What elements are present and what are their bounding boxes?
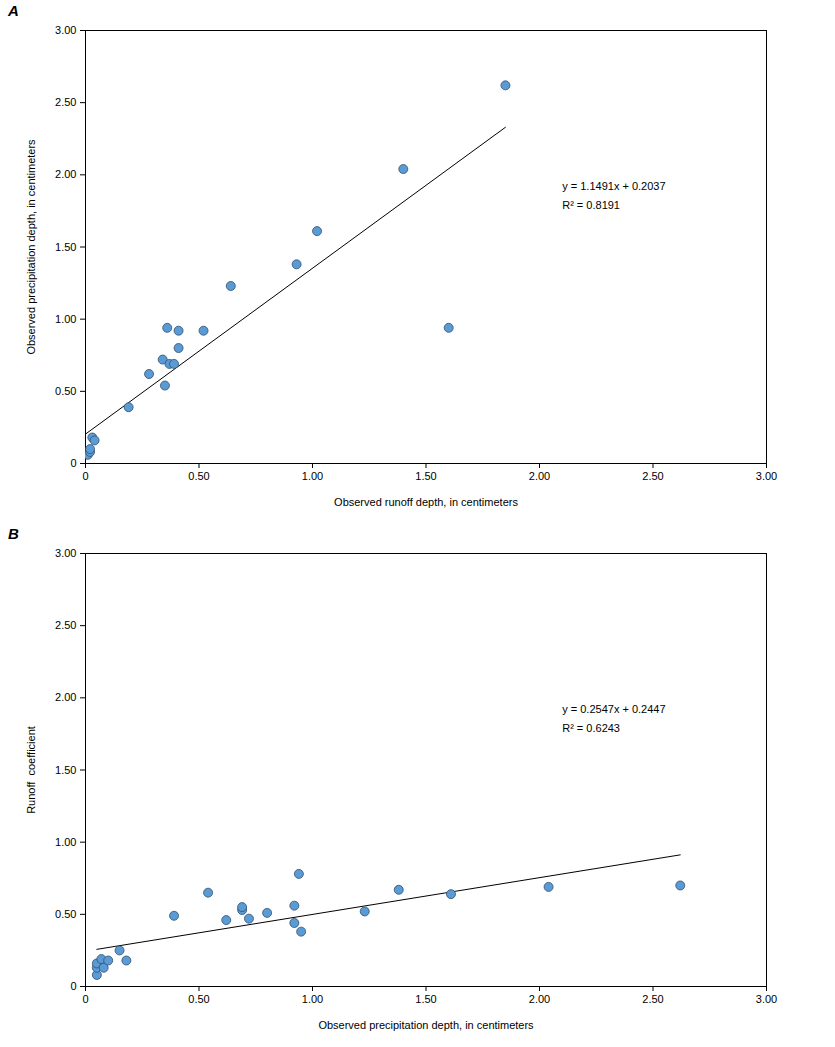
svg-text:2.50: 2.50 [642,993,663,1005]
svg-text:0: 0 [70,980,76,992]
html-text:A: A [8,2,19,19]
svg-text:2.00: 2.00 [55,691,76,703]
svg-text:1.00: 1.00 [55,836,76,848]
svg-text:Observed precipitation depth,: Observed precipitation depth, in centime… [318,1019,534,1031]
svg-text:1.00: 1.00 [55,313,76,325]
svg-text:3.00: 3.00 [756,470,777,482]
svg-text:2.00: 2.00 [529,470,550,482]
svg-text:2.00: 2.00 [529,993,550,1005]
svg-text:0: 0 [70,457,76,469]
svg-text:3.00: 3.00 [756,993,777,1005]
svg-text:2.50: 2.50 [55,96,76,108]
svg-text:0: 0 [82,993,88,1005]
html-text:B: B [8,525,19,542]
svg-text:Runoff coefficient: Runoff coefficient [25,726,37,814]
svg-text:1.50: 1.50 [415,470,436,482]
svg-text:0.50: 0.50 [55,385,76,397]
svg-text:R² = 0.8191: R² = 0.8191 [562,199,620,211]
svg-text:2.50: 2.50 [55,619,76,631]
svg-text:2.00: 2.00 [55,168,76,180]
svg-text:1.50: 1.50 [415,993,436,1005]
svg-text:3.00: 3.00 [55,547,76,559]
svg-text:2.50: 2.50 [642,470,663,482]
svg-text:1.00: 1.00 [302,470,323,482]
svg-text:0.50: 0.50 [188,470,209,482]
svg-text:1.50: 1.50 [55,241,76,253]
svg-text:Observed runoff depth, in cent: Observed runoff depth, in centimeters [334,496,518,508]
svg-text:1.00: 1.00 [302,993,323,1005]
svg-text:0.50: 0.50 [188,993,209,1005]
svg-text:1.50: 1.50 [55,764,76,776]
svg-text:Observed precipitation depth,: Observed precipitation depth, in centime… [25,139,37,355]
svg-text:0: 0 [82,470,88,482]
svg-text:y = 1.1491x + 0.2037: y = 1.1491x + 0.2037 [562,180,665,192]
svg-text:0.50: 0.50 [55,908,76,920]
svg-text:3.00: 3.00 [55,24,76,36]
svg-text:R² = 0.6243: R² = 0.6243 [562,722,620,734]
svg-text:y = 0.2547x + 0.2447: y = 0.2547x + 0.2447 [562,703,665,715]
